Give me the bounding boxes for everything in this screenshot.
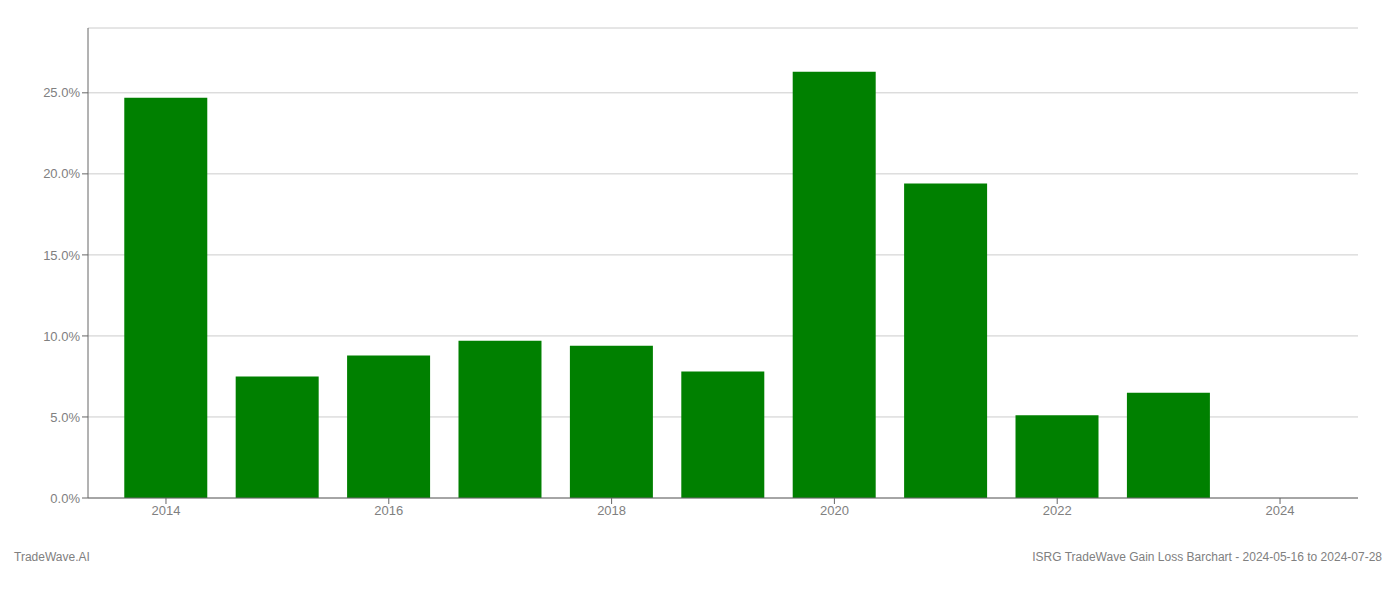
svg-text:2020: 2020 — [820, 503, 849, 518]
svg-text:2018: 2018 — [597, 503, 626, 518]
svg-text:25.0%: 25.0% — [43, 85, 80, 100]
svg-text:5.0%: 5.0% — [50, 410, 80, 425]
svg-text:2016: 2016 — [374, 503, 403, 518]
svg-text:0.0%: 0.0% — [50, 491, 80, 506]
svg-text:2024: 2024 — [1266, 503, 1295, 518]
svg-text:20.0%: 20.0% — [43, 166, 80, 181]
svg-text:15.0%: 15.0% — [43, 248, 80, 263]
svg-text:2014: 2014 — [152, 503, 181, 518]
html-text:TradeWave.AI: TradeWave.AI — [14, 550, 90, 564]
svg-text:10.0%: 10.0% — [43, 329, 80, 344]
html-text:ISRG TradeWave Gain Loss Barch: ISRG TradeWave Gain Loss Barchart - 2024… — [1032, 550, 1382, 564]
svg-text:2022: 2022 — [1043, 503, 1072, 518]
